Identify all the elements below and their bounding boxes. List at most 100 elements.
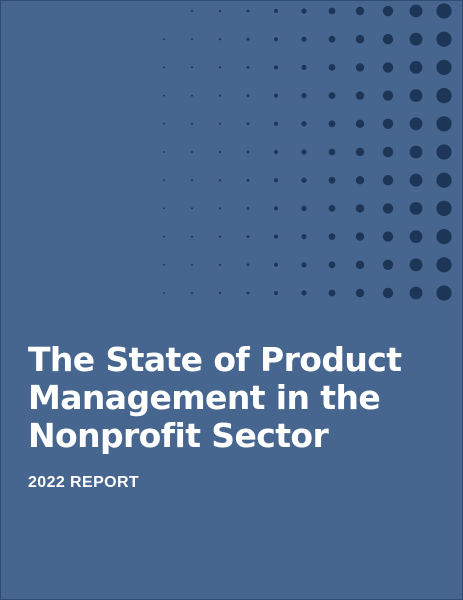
halftone-dot xyxy=(436,229,452,245)
halftone-dot xyxy=(436,3,452,19)
halftone-dot xyxy=(191,10,193,12)
halftone-dot xyxy=(301,234,307,240)
halftone-dot xyxy=(191,263,193,266)
halftone-dot xyxy=(163,179,165,182)
halftone-dot xyxy=(218,150,222,154)
halftone-dot xyxy=(274,93,278,98)
halftone-dot xyxy=(382,259,394,270)
halftone-dot xyxy=(355,204,365,213)
halftone-dot xyxy=(436,31,452,47)
halftone-dot xyxy=(163,292,165,294)
halftone-dot xyxy=(382,231,394,242)
halftone-dot xyxy=(382,146,394,158)
halftone-dot xyxy=(409,145,423,159)
halftone-dot xyxy=(355,35,365,44)
halftone-dot xyxy=(274,37,278,42)
title-line: Management in the xyxy=(28,378,381,417)
halftone-dot xyxy=(436,172,452,188)
halftone-dot xyxy=(191,292,193,294)
halftone-dot xyxy=(191,151,193,153)
halftone-dot xyxy=(409,4,423,18)
halftone-dot xyxy=(274,150,278,154)
halftone-dot xyxy=(218,179,222,182)
halftone-dot xyxy=(274,65,278,70)
halftone-dot xyxy=(191,38,193,41)
halftone-dot xyxy=(355,147,365,157)
title-line: Nonprofit Sector xyxy=(28,416,329,455)
halftone-dot xyxy=(382,5,394,17)
halftone-dot xyxy=(191,94,193,97)
halftone-dot xyxy=(246,178,250,182)
halftone-dot xyxy=(355,260,365,269)
halftone-dot xyxy=(328,233,336,241)
halftone-dot xyxy=(246,207,250,210)
halftone-dot xyxy=(274,234,278,239)
halftone-dot xyxy=(246,9,250,13)
halftone-dot xyxy=(163,122,165,125)
halftone-dot xyxy=(301,149,307,155)
halftone-dot xyxy=(301,64,307,70)
halftone-dot xyxy=(382,287,394,299)
halftone-dot xyxy=(409,173,423,187)
halftone-dot xyxy=(328,205,336,212)
halftone-dot xyxy=(382,175,394,186)
halftone-dot xyxy=(328,64,336,71)
halftone-dot xyxy=(163,151,165,153)
halftone-dot xyxy=(246,291,250,295)
halftone-dot xyxy=(436,285,452,301)
halftone-dot xyxy=(328,120,336,128)
halftone-dot xyxy=(436,88,452,104)
halftone-dot xyxy=(301,93,307,99)
halftone-dot xyxy=(355,176,365,185)
halftone-dot xyxy=(355,6,365,16)
halftone-dot xyxy=(191,66,193,69)
halftone-dot xyxy=(409,230,423,244)
halftone-dot xyxy=(218,207,222,210)
halftone-dot xyxy=(218,66,222,69)
halftone-dot xyxy=(355,91,365,100)
halftone-dot xyxy=(436,116,452,132)
halftone-dot xyxy=(301,205,307,211)
halftone-dot xyxy=(218,9,222,13)
halftone-dot xyxy=(382,62,394,73)
halftone-dot xyxy=(409,258,423,272)
halftone-dot xyxy=(436,59,452,75)
report-year-label: 2022 REPORT xyxy=(28,474,140,491)
halftone-dot xyxy=(436,144,452,160)
halftone-dot xyxy=(246,235,250,239)
halftone-dot xyxy=(191,122,193,125)
report-title: The State of Product Management in the N… xyxy=(28,341,448,455)
halftone-dot xyxy=(163,94,165,97)
halftone-dot xyxy=(246,37,250,41)
halftone-dot xyxy=(218,291,222,295)
halftone-dot xyxy=(301,8,307,14)
halftone-dot xyxy=(274,121,278,126)
halftone-dot xyxy=(301,177,307,183)
halftone-dot xyxy=(246,263,250,267)
halftone-dot xyxy=(328,176,336,184)
halftone-dot xyxy=(163,38,165,41)
halftone-dot xyxy=(274,178,278,183)
halftone-dot xyxy=(246,66,250,69)
halftone-dot xyxy=(163,263,165,266)
halftone-dot xyxy=(246,122,250,126)
halftone-dot xyxy=(355,63,365,72)
halftone-dot xyxy=(328,35,336,43)
halftone-dot xyxy=(328,92,336,99)
halftone-dot xyxy=(409,286,423,300)
halftone-dot xyxy=(382,90,394,101)
halftone-dot xyxy=(301,36,307,42)
halftone-dot xyxy=(301,262,307,268)
halftone-dot xyxy=(163,66,165,69)
halftone-dot xyxy=(274,291,278,295)
halftone-dot xyxy=(191,207,193,210)
halftone-dot xyxy=(274,9,278,13)
halftone-dot xyxy=(328,7,336,15)
halftone-dot xyxy=(274,206,278,211)
title-line: The State of Product xyxy=(28,340,402,379)
halftone-dot xyxy=(382,203,394,214)
halftone-dot xyxy=(436,200,452,216)
halftone-dot xyxy=(163,207,165,210)
halftone-dot xyxy=(409,32,423,46)
halftone-dot xyxy=(409,117,423,131)
